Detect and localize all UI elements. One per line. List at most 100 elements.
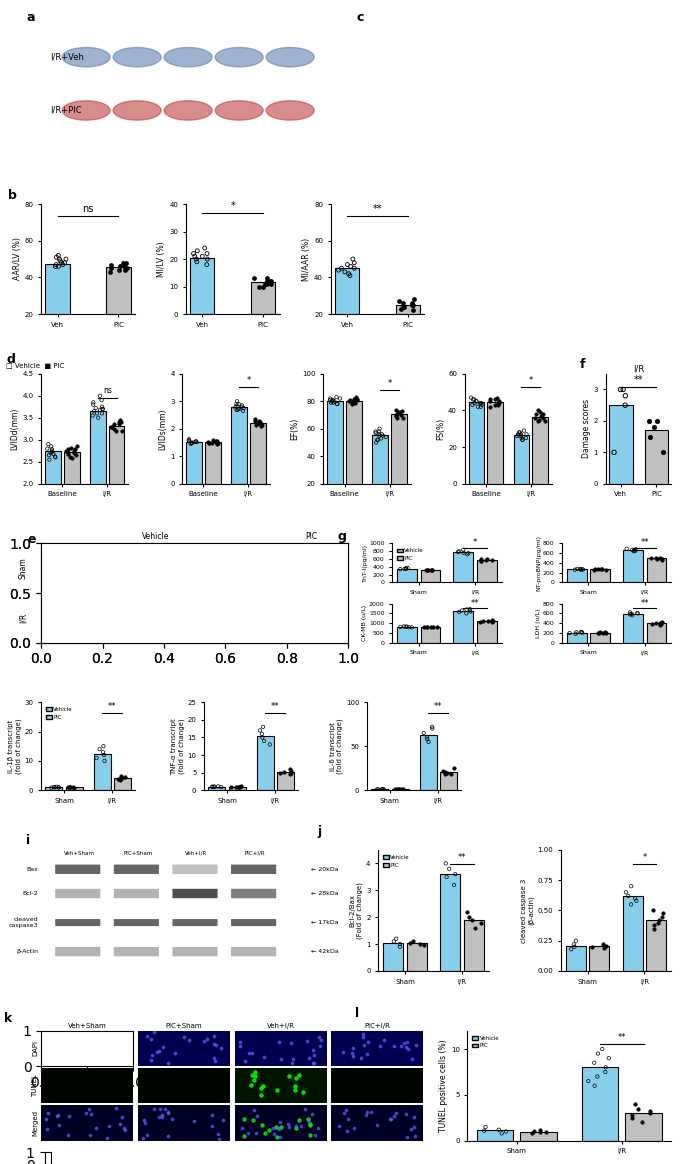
Bar	[477, 622, 497, 643]
Y-axis label: MI/AAR (%): MI/AAR (%)	[302, 237, 311, 281]
Point	[338, 1103, 349, 1122]
Point	[470, 918, 481, 937]
FancyBboxPatch shape	[173, 865, 218, 874]
Y-axis label: NT-proBNP(pg/ml): NT-proBNP(pg/ml)	[536, 535, 541, 591]
Point	[191, 433, 202, 452]
Point	[625, 895, 636, 914]
Point	[441, 867, 452, 886]
Point	[109, 419, 120, 438]
Point	[234, 778, 245, 796]
Point	[394, 292, 405, 311]
Point	[68, 779, 79, 797]
Point	[56, 254, 67, 272]
Point	[569, 560, 580, 579]
Point	[234, 778, 245, 796]
Text: *: *	[529, 376, 533, 385]
Point	[206, 1106, 217, 1124]
Bar	[190, 257, 214, 314]
Bar	[440, 772, 457, 790]
Point	[62, 442, 73, 461]
Point	[107, 417, 118, 435]
Point	[49, 778, 60, 796]
Bar	[66, 787, 82, 790]
Point	[84, 1099, 95, 1117]
Text: *: *	[643, 853, 647, 863]
Text: ← 20kDa: ← 20kDa	[311, 867, 338, 872]
Point	[156, 1106, 167, 1124]
Point	[259, 1123, 270, 1142]
Point	[593, 560, 603, 579]
Point	[147, 1046, 158, 1065]
Point	[245, 1076, 256, 1094]
Point	[529, 1121, 540, 1140]
Point	[53, 778, 64, 796]
Point	[233, 395, 244, 413]
Text: a: a	[26, 10, 35, 23]
Bar	[45, 450, 61, 572]
Point	[97, 404, 108, 423]
Point	[263, 271, 274, 290]
Point	[190, 433, 201, 452]
Point	[348, 1119, 359, 1137]
Point	[395, 937, 406, 956]
Point	[214, 1129, 225, 1148]
Y-axis label: cleaved caspase 3
(β-actin): cleaved caspase 3 (β-actin)	[521, 879, 534, 943]
Point	[121, 254, 132, 272]
Point	[60, 250, 71, 269]
Text: Bax: Bax	[26, 867, 38, 872]
Point	[398, 1034, 409, 1052]
Point	[475, 393, 486, 412]
Point	[450, 865, 461, 883]
Text: □ Vehicle  ■ PIC: □ Vehicle ■ PIC	[6, 363, 64, 369]
Point	[184, 1031, 195, 1050]
Point	[256, 724, 267, 743]
Point	[601, 936, 612, 954]
Point	[59, 254, 70, 272]
Point	[349, 254, 360, 272]
Point	[234, 1036, 245, 1055]
Point	[45, 443, 56, 462]
Point	[627, 606, 638, 625]
Text: ← 42kDa: ← 42kDa	[311, 949, 338, 954]
Point	[463, 544, 474, 562]
Point	[421, 729, 432, 747]
Point	[116, 766, 127, 785]
Point	[530, 405, 541, 424]
Point	[68, 443, 79, 462]
Point	[479, 1121, 490, 1140]
Circle shape	[62, 101, 110, 120]
Point	[92, 409, 103, 427]
Title: Veh+I/R: Veh+I/R	[266, 1023, 295, 1029]
Point	[571, 931, 582, 950]
Point	[328, 393, 339, 412]
Point	[400, 1105, 411, 1123]
Point	[43, 1103, 54, 1122]
Point	[599, 623, 610, 641]
Point	[239, 1051, 250, 1070]
Point	[327, 392, 338, 411]
Point	[186, 434, 197, 453]
Bar	[477, 560, 497, 582]
Point	[334, 389, 345, 407]
Point	[469, 393, 480, 412]
Point	[647, 615, 658, 633]
Point	[262, 269, 273, 288]
Point	[539, 412, 550, 431]
Point	[88, 402, 99, 420]
Point	[461, 604, 472, 623]
Point	[108, 1052, 119, 1071]
Bar	[421, 627, 440, 643]
Text: **: **	[471, 598, 479, 608]
Point	[40, 1025, 51, 1044]
Point	[141, 1126, 152, 1144]
Point	[284, 1066, 295, 1085]
Point	[516, 427, 527, 446]
Point	[471, 392, 482, 411]
Point	[43, 435, 54, 454]
Bar	[397, 569, 417, 582]
Y-axis label: Merged: Merged	[32, 1110, 38, 1136]
Point	[251, 1106, 262, 1124]
Point	[569, 937, 580, 956]
Bar	[250, 423, 266, 484]
Point	[408, 932, 419, 951]
